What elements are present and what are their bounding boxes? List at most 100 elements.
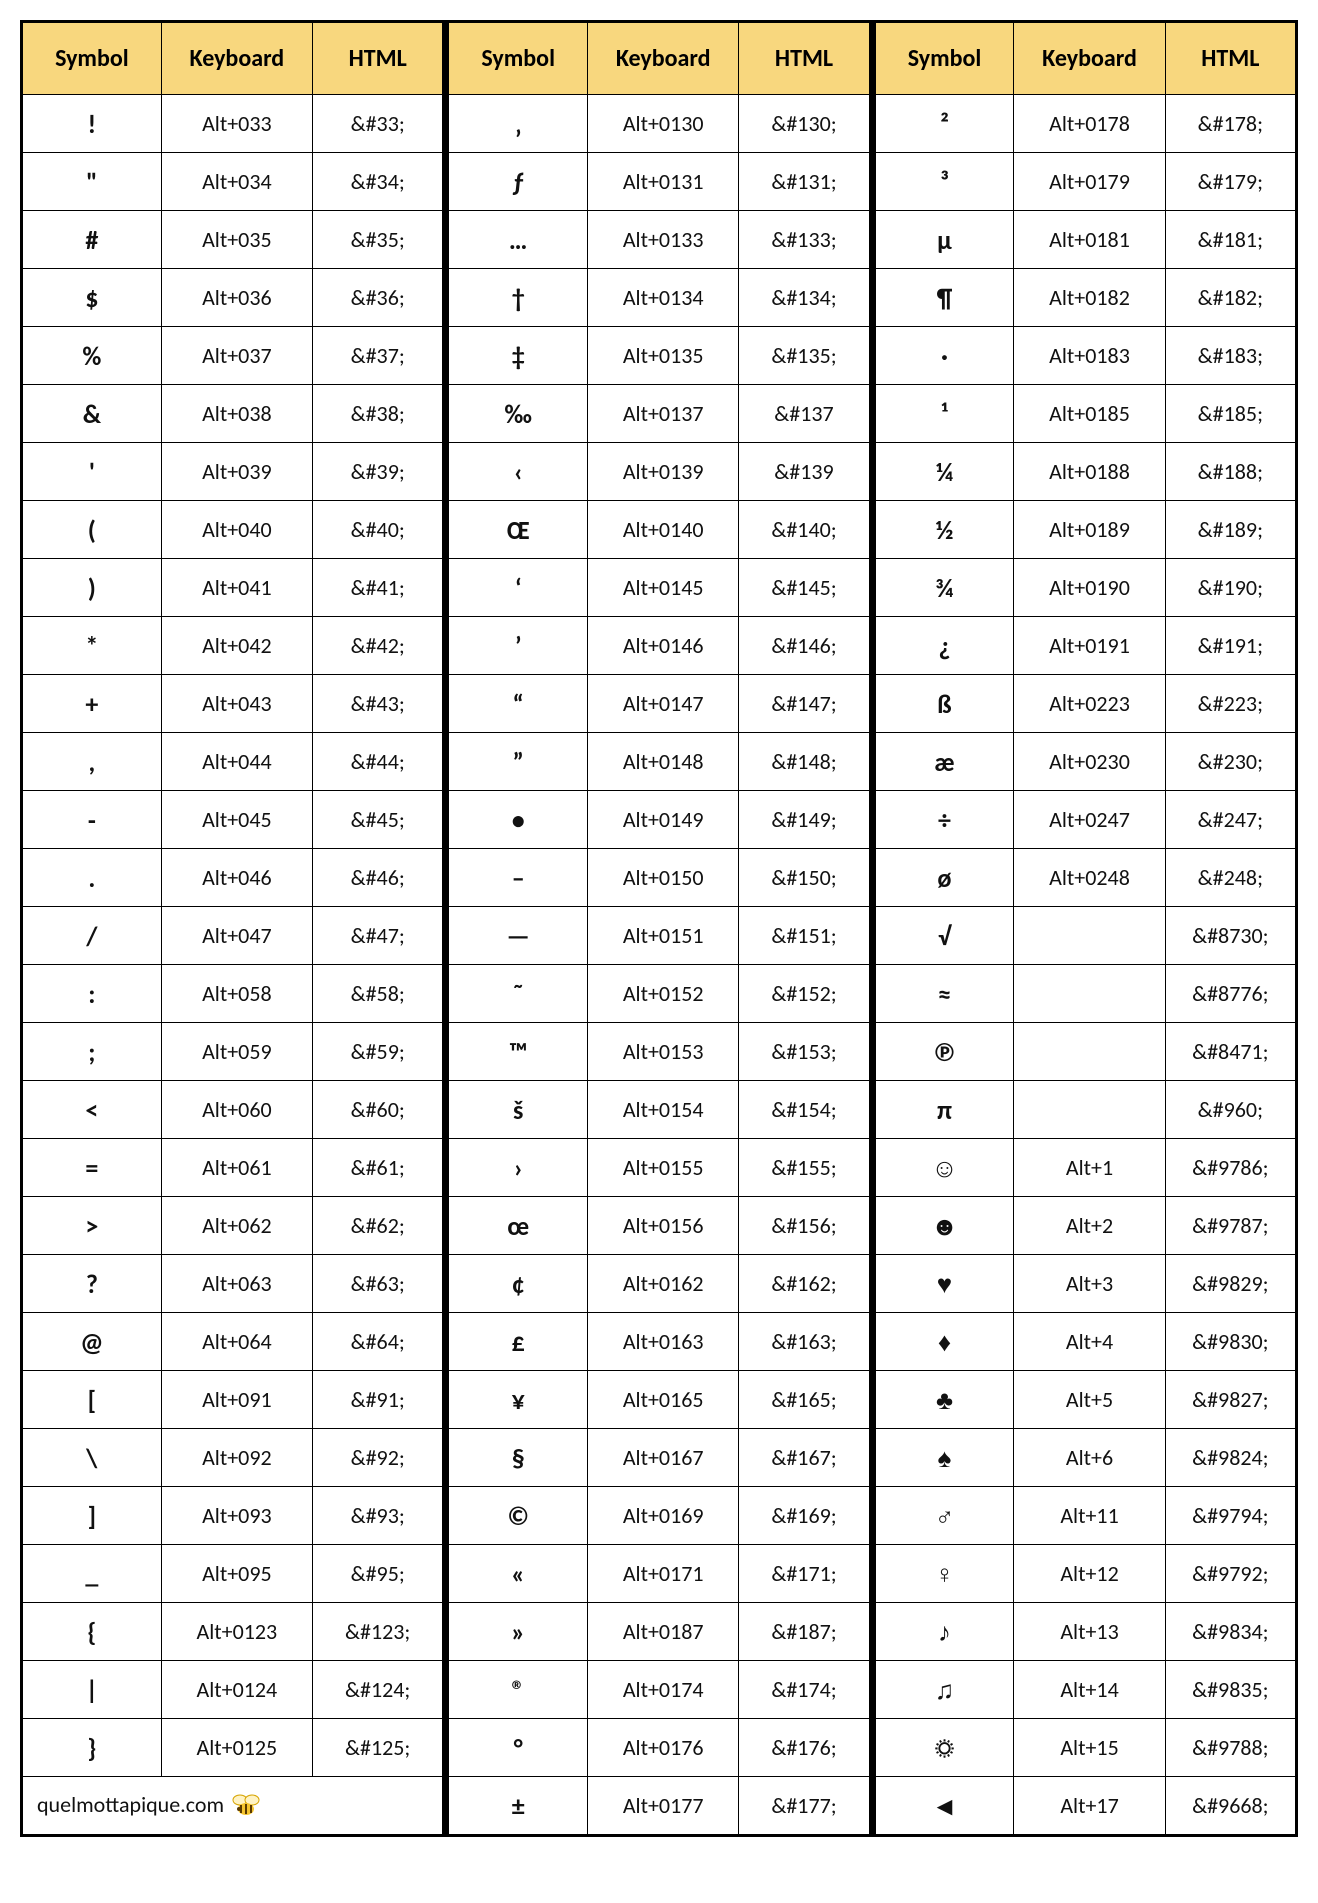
cell-keyboard: Alt+0171 (588, 1545, 739, 1603)
cell-html: &#59; (313, 1023, 443, 1081)
cell-keyboard: Alt+095 (161, 1545, 312, 1603)
cell-symbol: ; (23, 1023, 162, 1081)
table-row: ©Alt+0169&#169; (449, 1487, 869, 1545)
table-row: ™Alt+0153&#153; (449, 1023, 869, 1081)
table-row: ☼Alt+15&#9788; (875, 1719, 1295, 1777)
cell-keyboard: Alt+0135 (588, 327, 739, 385)
cell-html: &#125; (313, 1719, 443, 1777)
cell-html: &#9788; (1165, 1719, 1295, 1777)
cell-html: &#177; (739, 1777, 869, 1835)
cell-html: &#178; (1165, 95, 1295, 153)
cell-html: &#960; (1165, 1081, 1295, 1139)
cell-html: &#64; (313, 1313, 443, 1371)
cell-html: &#61; (313, 1139, 443, 1197)
table-row: ≈&#8776; (875, 965, 1295, 1023)
cell-keyboard: Alt+0123 (161, 1603, 312, 1661)
table-row: %Alt+037&#37; (23, 327, 443, 385)
cell-html: &#169; (739, 1487, 869, 1545)
table-row: ♦Alt+4&#9830; (875, 1313, 1295, 1371)
table-row: ,Alt+044&#44; (23, 733, 443, 791)
cell-symbol: ☻ (875, 1197, 1014, 1255)
table-row: ³Alt+0179&#179; (875, 153, 1295, 211)
header-keyboard: Keyboard (588, 23, 739, 95)
cell-html: &#134; (739, 269, 869, 327)
cell-html: &#44; (313, 733, 443, 791)
cell-html: &#131; (739, 153, 869, 211)
cell-html: &#152; (739, 965, 869, 1023)
cell-html: &#35; (313, 211, 443, 269)
cell-html: &#63; (313, 1255, 443, 1313)
cell-symbol: # (23, 211, 162, 269)
cell-html: &#47; (313, 907, 443, 965)
cell-keyboard: Alt+0151 (588, 907, 739, 965)
cell-symbol: ♠ (875, 1429, 1014, 1487)
table-row: [Alt+091&#91; (23, 1371, 443, 1429)
table-row: ‡Alt+0135&#135; (449, 327, 869, 385)
table-row: –Alt+0150&#150; (449, 849, 869, 907)
cell-symbol: ƒ (449, 153, 588, 211)
cell-symbol: % (23, 327, 162, 385)
cell-html: &#62; (313, 1197, 443, 1255)
table-row: )Alt+041&#41; (23, 559, 443, 617)
cell-keyboard: Alt+0247 (1014, 791, 1165, 849)
cell-keyboard: Alt+041 (161, 559, 312, 617)
cell-keyboard: Alt+0147 (588, 675, 739, 733)
cell-html: &#189; (1165, 501, 1295, 559)
cell-keyboard: Alt+0148 (588, 733, 739, 791)
cell-keyboard: Alt+2 (1014, 1197, 1165, 1255)
cell-keyboard: Alt+0185 (1014, 385, 1165, 443)
table-row: +Alt+043&#43; (23, 675, 443, 733)
cell-symbol: ³ (875, 153, 1014, 211)
table-row: ½Alt+0189&#189; (875, 501, 1295, 559)
cell-symbol: ♂ (875, 1487, 1014, 1545)
table-row: §Alt+0167&#167; (449, 1429, 869, 1487)
cell-symbol: ♦ (875, 1313, 1014, 1371)
table-row: _Alt+095&#95; (23, 1545, 443, 1603)
table-row: ♠Alt+6&#9824; (875, 1429, 1295, 1487)
table-row: øAlt+0248&#248; (875, 849, 1295, 907)
cell-keyboard: Alt+061 (161, 1139, 312, 1197)
cell-symbol: ¥ (449, 1371, 588, 1429)
cell-symbol: . (23, 849, 162, 907)
cell-html: &#163; (739, 1313, 869, 1371)
cell-keyboard: Alt+0176 (588, 1719, 739, 1777)
cell-keyboard: Alt+0174 (588, 1661, 739, 1719)
cell-symbol: ( (23, 501, 162, 559)
cell-html: &#151; (739, 907, 869, 965)
table-row: ¼Alt+0188&#188; (875, 443, 1295, 501)
cell-html: &#139 (739, 443, 869, 501)
table-row: æAlt+0230&#230; (875, 733, 1295, 791)
table-row: †Alt+0134&#134; (449, 269, 869, 327)
cell-keyboard: Alt+0130 (588, 95, 739, 153)
cell-html: &#34; (313, 153, 443, 211)
cell-html: &#181; (1165, 211, 1295, 269)
cell-keyboard: Alt+5 (1014, 1371, 1165, 1429)
cell-symbol: ‘ (449, 559, 588, 617)
cell-html: &#40; (313, 501, 443, 559)
cell-html: &#8730; (1165, 907, 1295, 965)
cell-html: &#33; (313, 95, 443, 153)
header-html: HTML (739, 23, 869, 95)
table-row: ÷Alt+0247&#247; (875, 791, 1295, 849)
cell-html: &#9668; (1165, 1777, 1295, 1835)
table-row: ♪Alt+13&#9834; (875, 1603, 1295, 1661)
cell-symbol: ÷ (875, 791, 1014, 849)
cell-keyboard: Alt+0131 (588, 153, 739, 211)
symbol-table: SymbolKeyboardHTML²Alt+0178&#178;³Alt+01… (875, 22, 1296, 1835)
cell-keyboard: Alt+046 (161, 849, 312, 907)
cell-html: &#153; (739, 1023, 869, 1081)
cell-keyboard: Alt+0230 (1014, 733, 1165, 791)
cell-keyboard: Alt+093 (161, 1487, 312, 1545)
cell-html: &#9792; (1165, 1545, 1295, 1603)
cell-keyboard: Alt+0248 (1014, 849, 1165, 907)
table-row: °Alt+0176&#176; (449, 1719, 869, 1777)
table-row: .Alt+046&#46; (23, 849, 443, 907)
cell-keyboard: Alt+0154 (588, 1081, 739, 1139)
cell-keyboard: Alt+037 (161, 327, 312, 385)
cell-html: &#9835; (1165, 1661, 1295, 1719)
cell-symbol: ™ (449, 1023, 588, 1081)
cell-html: &#9830; (1165, 1313, 1295, 1371)
table-row: »Alt+0187&#187; (449, 1603, 869, 1661)
cell-symbol: « (449, 1545, 588, 1603)
cell-keyboard: Alt+047 (161, 907, 312, 965)
